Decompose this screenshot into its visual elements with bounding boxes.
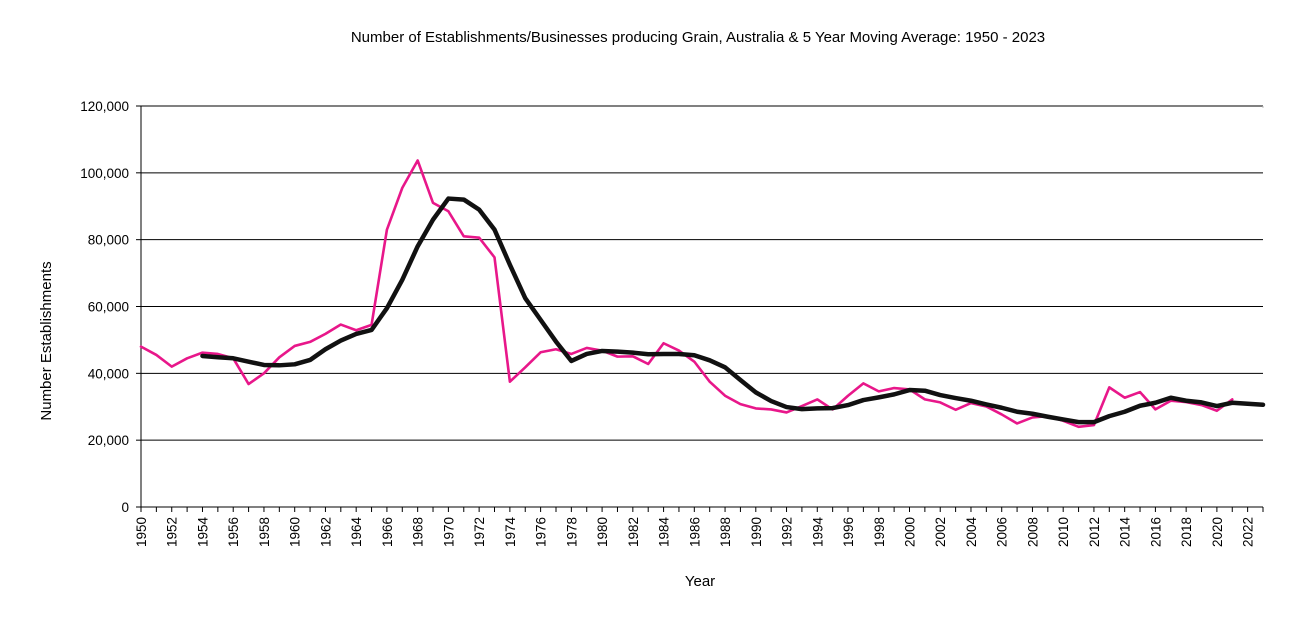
x-tick-label: 2016 xyxy=(1148,517,1163,547)
x-tick-label: 1954 xyxy=(195,517,210,548)
series-lines xyxy=(139,159,1266,429)
y-tick-label: 60,000 xyxy=(88,300,129,315)
x-tick-label: 2006 xyxy=(995,517,1010,547)
x-tick-label: 1970 xyxy=(441,517,456,547)
y-tick-label: 80,000 xyxy=(88,233,129,248)
x-tick-label: 1964 xyxy=(349,517,364,548)
x-tick-label: 1972 xyxy=(472,517,487,547)
x-tick-label: 1968 xyxy=(411,517,426,547)
x-tick-label: 1978 xyxy=(564,517,579,547)
gridlines xyxy=(141,105,1263,441)
x-tick-label: 1952 xyxy=(165,517,180,547)
x-tick-label: 1966 xyxy=(380,517,395,547)
y-tick-label: 120,000 xyxy=(80,99,129,114)
x-tick-label: 1998 xyxy=(872,517,887,547)
x-tick-label: 1974 xyxy=(503,517,518,548)
x-tick-label: 1960 xyxy=(288,517,303,547)
x-tick-label: 1994 xyxy=(810,517,825,548)
x-tick-label: 1950 xyxy=(134,517,149,547)
x-axis-ticks: 1950 1952 1954 1956 1958 1960 1962 1964 1966 1968… xyxy=(134,507,1264,548)
y-axis-ticks: 0 20,000 40,000 60,000 80,000 100,000 120,000 xyxy=(80,99,141,515)
x-tick-label: 1976 xyxy=(534,517,549,547)
x-tick-label: 1956 xyxy=(226,517,241,547)
x-tick-label: 1988 xyxy=(718,517,733,547)
x-tick-label: 2004 xyxy=(964,517,979,548)
x-tick-label: 1958 xyxy=(257,517,272,547)
x-tick-label: 2008 xyxy=(1025,517,1040,547)
y-tick-label: 100,000 xyxy=(80,166,129,181)
x-tick-label: 2010 xyxy=(1056,517,1071,547)
x-tick-label: 1996 xyxy=(841,517,856,547)
x-tick-label: 1984 xyxy=(657,517,672,548)
x-tick-label: 1990 xyxy=(749,517,764,547)
series-line-moving-average xyxy=(200,196,1266,425)
x-tick-label: 1986 xyxy=(687,517,702,547)
y-tick-label: 0 xyxy=(121,500,129,515)
x-tick-label: 2018 xyxy=(1179,517,1194,547)
x-tick-label: 2012 xyxy=(1087,517,1102,547)
x-tick-label: 1982 xyxy=(626,517,641,547)
y-axis-title: Number Establishments xyxy=(38,261,55,420)
x-tick-label: 1962 xyxy=(318,517,333,547)
series-line-establishments xyxy=(139,159,1234,429)
x-tick-label: 2000 xyxy=(902,517,917,547)
x-tick-label: 1980 xyxy=(595,517,610,547)
x-tick-label: 1992 xyxy=(780,517,795,547)
x-tick-label: 2022 xyxy=(1241,517,1256,547)
x-tick-label: 2020 xyxy=(1210,517,1225,547)
chart-title: Number of Establishments/Businesses prod… xyxy=(351,29,1045,46)
y-tick-label: 40,000 xyxy=(88,366,129,381)
x-tick-label: 2014 xyxy=(1118,517,1133,548)
x-axis-title: Year xyxy=(685,573,715,590)
x-tick-label: 2002 xyxy=(933,517,948,547)
y-tick-label: 20,000 xyxy=(88,433,129,448)
